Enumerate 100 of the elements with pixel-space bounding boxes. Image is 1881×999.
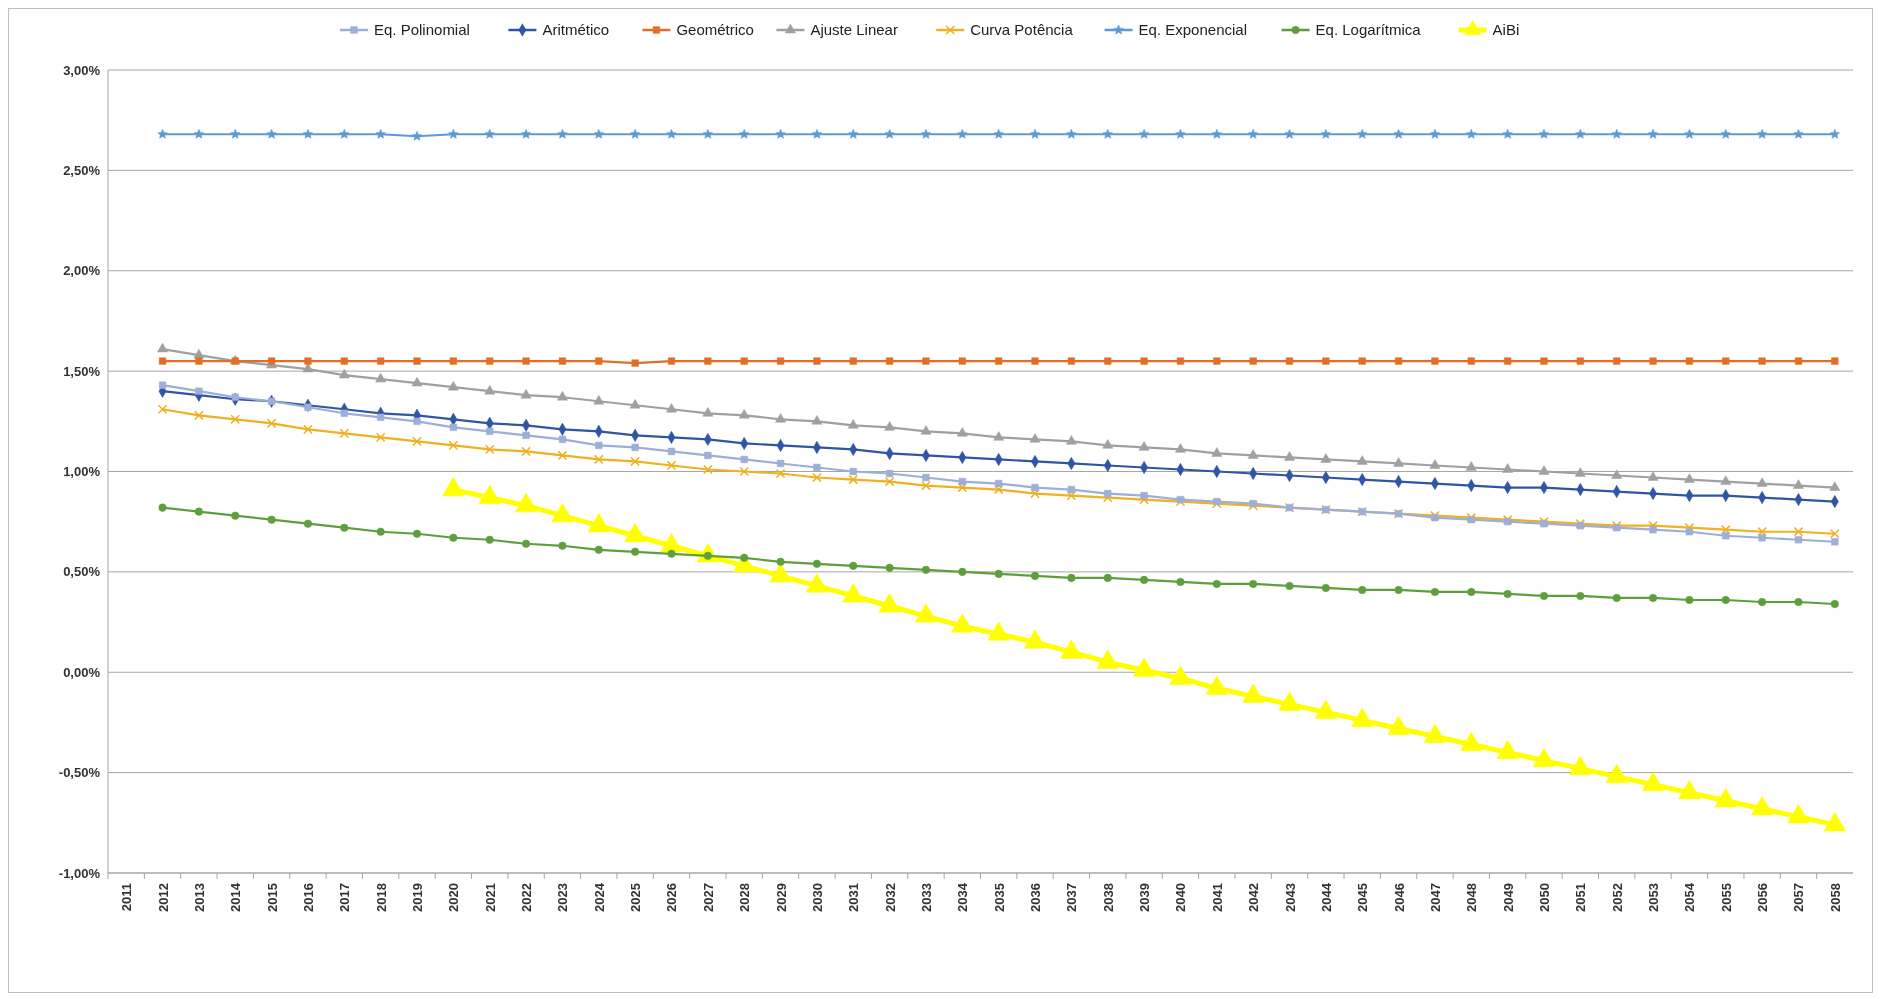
- point: [1104, 489, 1112, 498]
- point: [738, 409, 750, 419]
- x-tick-label: 2050: [1536, 883, 1552, 912]
- point: [1431, 357, 1439, 365]
- point: [921, 480, 931, 491]
- point: [704, 451, 712, 460]
- point: [303, 519, 312, 528]
- point: [448, 440, 459, 451]
- x-tick-label: 2025: [628, 883, 644, 912]
- point: [1139, 128, 1150, 139]
- point: [1211, 128, 1222, 139]
- x-tick-label: 2022: [519, 883, 535, 912]
- legend-label: AiBi: [1492, 21, 1520, 39]
- point: [666, 403, 677, 413]
- point: [849, 467, 857, 476]
- point: [1284, 451, 1295, 461]
- point: [375, 373, 386, 383]
- x-tick-label: 2018: [373, 883, 389, 912]
- point: [849, 561, 858, 570]
- point: [411, 377, 423, 387]
- point: [157, 128, 168, 139]
- point: [1722, 532, 1730, 540]
- point: [776, 357, 785, 365]
- point: [521, 128, 532, 139]
- point: [1175, 443, 1186, 453]
- point: [1685, 357, 1694, 365]
- point: [775, 468, 786, 479]
- point: [740, 553, 749, 562]
- point: [1575, 128, 1586, 139]
- x-tick-label: 2031: [846, 883, 862, 912]
- point: [1794, 357, 1803, 365]
- point: [630, 456, 640, 467]
- point: [194, 507, 203, 516]
- point: [157, 342, 168, 353]
- point: [993, 128, 1004, 139]
- point: [1356, 455, 1368, 465]
- point: [557, 391, 568, 401]
- point: [1431, 514, 1439, 522]
- point: [1539, 591, 1549, 600]
- point: [1394, 585, 1403, 594]
- x-tick-label: 2056: [1755, 883, 1771, 912]
- point: [1649, 526, 1657, 534]
- point: [1793, 526, 1804, 537]
- point: [884, 421, 895, 431]
- point: [1212, 579, 1221, 588]
- x-tick-label: 2017: [337, 883, 353, 912]
- point: [1394, 357, 1403, 365]
- point: [1067, 357, 1075, 365]
- point: [1393, 457, 1404, 467]
- point: [956, 427, 968, 437]
- point: [1031, 483, 1039, 492]
- x-tick-label: 2048: [1464, 883, 1480, 912]
- x-tick-label: 2011: [119, 883, 135, 912]
- point: [230, 128, 241, 139]
- point: [486, 357, 494, 365]
- point: [1430, 587, 1439, 596]
- point: [413, 417, 421, 425]
- point: [666, 460, 677, 471]
- point: [1684, 128, 1695, 139]
- point: [521, 446, 531, 457]
- point: [667, 549, 676, 558]
- point: [1322, 357, 1330, 365]
- point: [848, 128, 859, 139]
- point: [703, 464, 713, 475]
- point: [339, 428, 350, 439]
- point: [739, 128, 750, 139]
- x-tick-label: 2014: [228, 882, 244, 912]
- point: [667, 447, 676, 456]
- point: [775, 128, 786, 139]
- point: [1357, 128, 1368, 139]
- point: [1140, 575, 1149, 584]
- point: [1720, 475, 1732, 485]
- point: [1793, 479, 1804, 489]
- point: [376, 527, 385, 536]
- point: [1104, 357, 1112, 365]
- point: [1793, 128, 1804, 139]
- point: [1722, 357, 1730, 365]
- x-tick-label: 2043: [1282, 883, 1298, 912]
- point: [1030, 128, 1041, 139]
- point: [739, 466, 750, 477]
- point: [848, 474, 859, 485]
- point: [1248, 128, 1259, 139]
- point: [1067, 485, 1075, 494]
- point: [1138, 441, 1150, 451]
- x-tick-label: 2012: [155, 883, 171, 912]
- point: [957, 128, 968, 139]
- point: [412, 529, 422, 538]
- y-tick-label: 2,00%: [63, 263, 101, 279]
- point: [338, 369, 350, 379]
- y-tick-label: 2,50%: [63, 162, 101, 178]
- point: [193, 348, 205, 359]
- point: [522, 357, 530, 365]
- point: [593, 128, 604, 139]
- point: [1720, 524, 1731, 535]
- point: [1320, 128, 1331, 139]
- point: [813, 357, 821, 365]
- y-tick-label: 0,50%: [63, 564, 101, 580]
- point: [484, 128, 495, 139]
- point: [484, 444, 495, 455]
- point: [1031, 571, 1040, 580]
